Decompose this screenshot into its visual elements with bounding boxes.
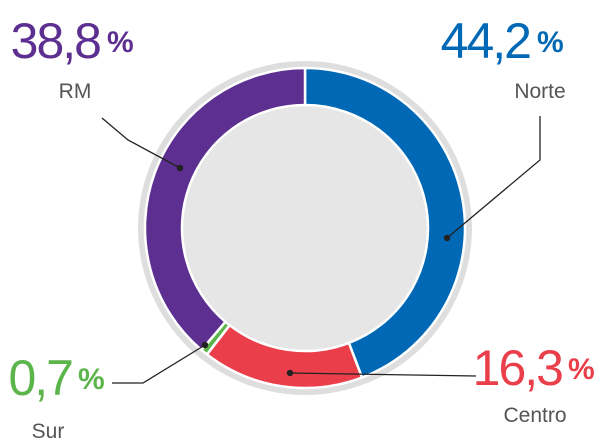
leader-dot	[443, 234, 451, 242]
value-label: 44,2	[441, 13, 531, 69]
value-label: 16,3	[473, 340, 563, 396]
category-label: Centro	[503, 404, 566, 427]
value-label: 38,8	[11, 13, 101, 69]
category-label: Sur	[32, 420, 65, 441]
percent-sign: %	[78, 363, 105, 396]
category-label: Norte	[514, 80, 565, 103]
percent-sign: %	[568, 353, 595, 386]
leader-dot	[201, 341, 209, 349]
leader-line	[101, 117, 181, 169]
value-label: 0,7	[8, 350, 72, 406]
leader-dot	[286, 369, 294, 377]
percent-sign: %	[537, 26, 564, 59]
leader-line	[112, 344, 206, 384]
category-label: RM	[59, 80, 92, 103]
donut-segment	[303, 66, 467, 380]
leader-line	[446, 116, 541, 239]
leader-line	[289, 372, 477, 377]
inner-disc	[182, 105, 428, 351]
segments	[143, 66, 467, 390]
donut-segment	[143, 66, 307, 352]
percent-sign: %	[107, 26, 134, 59]
leader-dot	[176, 164, 184, 172]
